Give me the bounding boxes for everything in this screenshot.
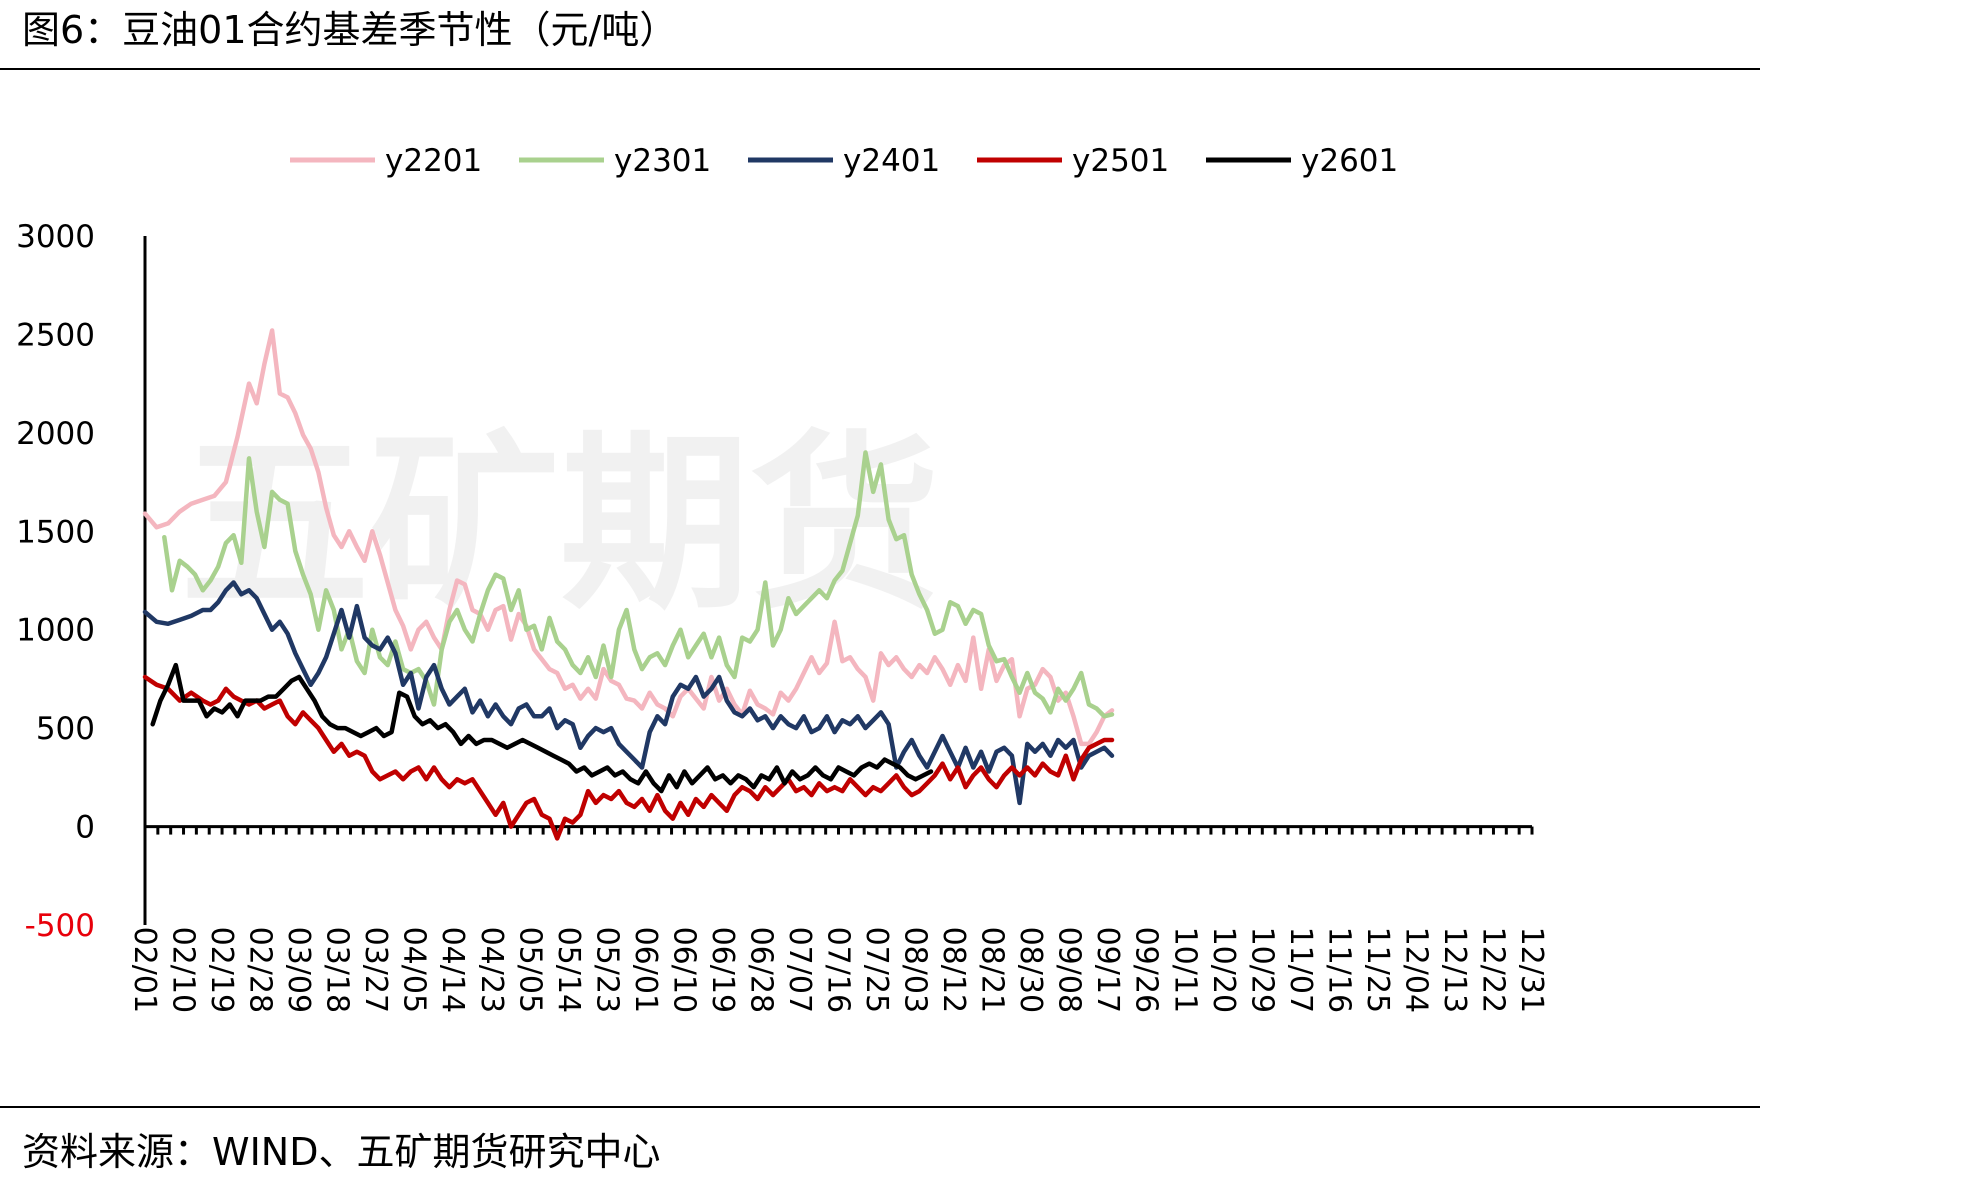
top-divider bbox=[0, 68, 1760, 70]
legend-label-y2501: y2501 bbox=[1072, 143, 1169, 179]
x-tick-label: 06/28 bbox=[743, 927, 778, 1013]
watermark-text: 五矿期货 bbox=[180, 414, 940, 635]
x-tick-label: 09/08 bbox=[1052, 927, 1087, 1013]
legend-label-y2201: y2201 bbox=[385, 143, 482, 179]
x-tick-label: 12/22 bbox=[1475, 927, 1510, 1013]
y-tick-label: 500 bbox=[36, 711, 95, 747]
legend-label-y2301: y2301 bbox=[614, 143, 711, 179]
x-tick-label: 04/05 bbox=[397, 927, 432, 1013]
x-tick-label: 08/03 bbox=[898, 927, 933, 1013]
x-tick-label: 08/21 bbox=[975, 927, 1010, 1013]
y-tick-label: 3000 bbox=[16, 219, 95, 255]
x-tick-label: 06/19 bbox=[705, 927, 740, 1013]
x-tick-label: 06/10 bbox=[666, 927, 701, 1013]
x-tick-label: 02/28 bbox=[243, 927, 278, 1013]
x-tick-label: 07/07 bbox=[782, 927, 817, 1013]
x-tick-label: 08/12 bbox=[936, 927, 971, 1013]
legend-label-y2601: y2601 bbox=[1301, 143, 1398, 179]
seasonality-line-chart: 五矿期货 y2201 y2301 y2401 y2501 y2601 3000 2500 2… bbox=[16, 143, 1549, 1013]
x-tick-label: 04/14 bbox=[435, 927, 470, 1013]
x-tick-label: 07/25 bbox=[859, 927, 894, 1013]
x-tick-label: 02/01 bbox=[127, 927, 162, 1013]
x-tick-label: 12/04 bbox=[1398, 927, 1433, 1013]
x-tick-label: 05/23 bbox=[589, 927, 624, 1013]
x-tick-label: 11/16 bbox=[1321, 927, 1356, 1013]
x-tick-label: 09/17 bbox=[1090, 927, 1125, 1013]
x-tick-label: 02/10 bbox=[166, 927, 201, 1013]
x-tick-label: 11/07 bbox=[1283, 927, 1318, 1013]
x-tick-label: 03/27 bbox=[358, 927, 393, 1013]
chart-legend: y2201 y2301 y2401 y2501 y2601 bbox=[290, 143, 1398, 179]
series-line-y2401 bbox=[142, 580, 1115, 806]
x-tick-label: 09/26 bbox=[1129, 927, 1164, 1013]
y-tick-label: 0 bbox=[75, 810, 95, 846]
bottom-divider bbox=[0, 1106, 1760, 1108]
y-tick-label: -500 bbox=[25, 908, 95, 944]
x-axis-ticks: 02/01 02/10 02/19 02/28 03/09 03/18 03/27 04/05… bbox=[127, 826, 1549, 1013]
x-tick-label: 05/14 bbox=[551, 927, 586, 1013]
x-tick-label: 08/30 bbox=[1013, 927, 1048, 1013]
x-tick-label: 02/19 bbox=[204, 927, 239, 1013]
x-tick-label: 12/31 bbox=[1514, 927, 1549, 1013]
x-tick-label: 05/05 bbox=[512, 927, 547, 1013]
x-tick-label: 10/11 bbox=[1167, 927, 1202, 1013]
x-tick-label: 12/13 bbox=[1437, 927, 1472, 1013]
y-tick-label: 2500 bbox=[16, 317, 95, 353]
x-tick-label: 11/25 bbox=[1360, 927, 1395, 1013]
series-line-y2501 bbox=[142, 674, 1115, 841]
x-tick-label: 10/20 bbox=[1206, 927, 1241, 1013]
source-note: 资料来源：WIND、五矿期货研究中心 bbox=[22, 1130, 661, 1174]
series-line-y2201 bbox=[142, 328, 1115, 747]
x-tick-label: 03/18 bbox=[320, 927, 355, 1013]
x-tick-label: 06/01 bbox=[628, 927, 663, 1013]
legend-label-y2401: y2401 bbox=[843, 143, 940, 179]
x-tick-label: 10/29 bbox=[1244, 927, 1279, 1013]
y-tick-label: 1500 bbox=[16, 514, 95, 550]
x-tick-label: 04/23 bbox=[474, 927, 509, 1013]
page-title: 图6：豆油01合约基差季节性（元/吨） bbox=[22, 8, 678, 52]
chart-series bbox=[142, 328, 1115, 841]
x-tick-label: 07/16 bbox=[821, 927, 856, 1013]
y-tick-label: 2000 bbox=[16, 416, 95, 452]
y-axis-ticks: 3000 2500 2000 1500 1000 500 0 -500 bbox=[16, 219, 95, 944]
y-tick-label: 1000 bbox=[16, 613, 95, 649]
series-line-y2601 bbox=[150, 662, 934, 794]
series-line-y2301 bbox=[162, 450, 1115, 719]
x-tick-label: 03/09 bbox=[281, 927, 316, 1013]
